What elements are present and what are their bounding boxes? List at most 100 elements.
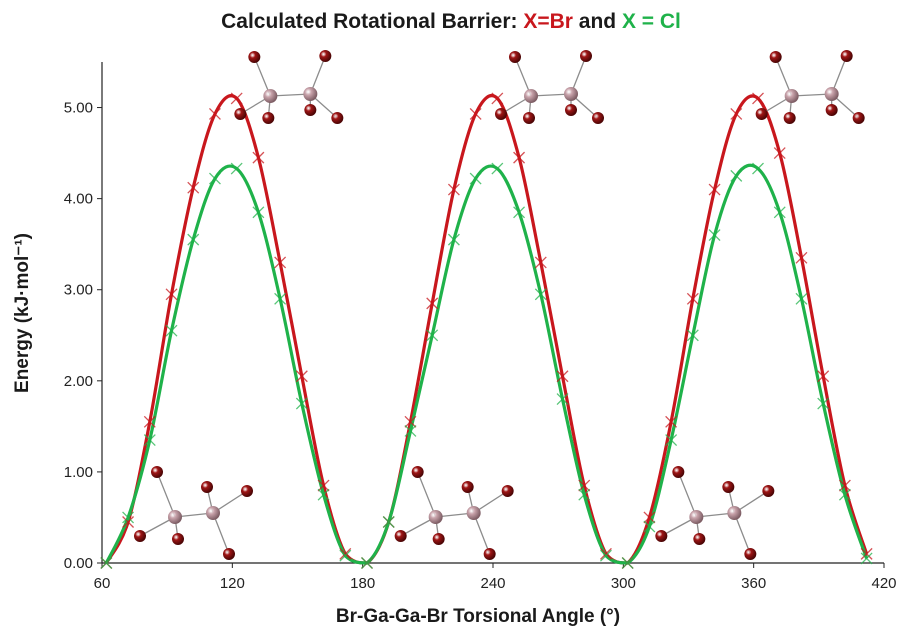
data-point-cl <box>491 162 504 175</box>
molecule-eclipsed <box>495 50 604 124</box>
data-point-br <box>230 92 243 105</box>
data-point-cl <box>599 549 612 562</box>
y-tick-label: 0.00 <box>64 555 93 572</box>
data-point-cl <box>208 172 221 185</box>
data-point-br <box>599 547 612 560</box>
molecule-staggered <box>134 466 253 560</box>
data-point-br <box>122 516 135 528</box>
data-point-cl <box>556 393 569 405</box>
title-and: and <box>572 10 622 33</box>
data-point-cl <box>447 233 460 246</box>
data-point-br <box>317 479 330 492</box>
data-point-br <box>730 107 743 120</box>
molecule-illustrations <box>134 50 865 560</box>
y-tick-label: 5.00 <box>64 100 93 117</box>
data-point-br <box>165 288 178 301</box>
data-point-cl <box>274 292 287 305</box>
data-point-br <box>295 370 308 383</box>
data-point-cl <box>122 511 135 524</box>
data-point-cl <box>143 434 156 446</box>
data-point-br <box>426 297 439 310</box>
molecule-staggered <box>394 466 514 560</box>
data-point-cl <box>513 206 526 219</box>
x-tick-label: 180 <box>350 575 375 592</box>
data-point-cl <box>838 488 851 501</box>
data-point-cl <box>469 172 482 185</box>
data-point-br <box>556 370 569 383</box>
x-tick-label: 420 <box>871 575 896 592</box>
data-point-cl <box>230 162 243 175</box>
data-point-cl <box>795 292 808 305</box>
data-point-br <box>534 256 547 269</box>
data-point-cl <box>361 557 373 569</box>
y-tick-label: 3.00 <box>64 282 93 299</box>
data-point-cl <box>252 206 265 219</box>
title-cl-label: X = Cl <box>621 10 681 33</box>
y-tick-label: 2.00 <box>64 373 93 390</box>
data-point-cl <box>686 329 699 342</box>
data-point-cl <box>295 397 308 410</box>
data-point-br <box>752 92 764 105</box>
data-point-cl <box>382 516 395 528</box>
data-point-br <box>339 547 352 560</box>
x-tick-labels: 60 120 180 240 300 360 420 <box>94 575 897 592</box>
data-point-br <box>817 370 830 383</box>
y-axis-label: Energy (kJ·mol⁻¹) <box>12 233 33 393</box>
x-axis-label: Br-Ga-Ga-Br Torsional Angle (°) <box>336 606 620 627</box>
data-point-br <box>208 107 221 120</box>
data-point-cl <box>621 557 634 569</box>
data-point-cl <box>752 162 764 175</box>
data-point-br <box>795 251 808 264</box>
data-point-br <box>143 415 156 428</box>
data-point-br <box>469 107 482 120</box>
series-group <box>104 94 869 565</box>
x-tick-label: 120 <box>220 575 245 592</box>
chart-title: Calculated Rotational Barrier: X=Br and … <box>0 10 902 34</box>
axes <box>97 62 885 568</box>
data-point-cl <box>100 557 113 569</box>
x-tick-label: 60 <box>94 575 111 592</box>
data-point-br <box>447 183 460 196</box>
marker-group <box>100 92 873 569</box>
data-point-cl <box>165 324 178 337</box>
molecule-eclipsed <box>234 50 344 124</box>
x-tick-label: 240 <box>480 575 505 592</box>
data-point-cl <box>730 169 743 182</box>
x-tick-label: 360 <box>741 575 766 592</box>
molecule-eclipsed <box>755 50 865 124</box>
title-br-label: X=Br <box>523 10 573 33</box>
data-point-br <box>274 256 287 269</box>
data-point-cl <box>708 229 721 242</box>
data-point-br <box>578 479 591 492</box>
data-point-br <box>643 511 656 524</box>
data-point-cl <box>426 329 439 342</box>
molecule-staggered <box>655 466 775 560</box>
data-point-cl <box>534 288 547 301</box>
data-point-cl <box>339 549 352 562</box>
data-point-br <box>252 151 265 164</box>
data-point-br <box>187 181 200 194</box>
data-point-cl <box>665 434 678 446</box>
y-tick-label: 4.00 <box>64 191 93 208</box>
data-point-cl <box>578 488 591 501</box>
y-tick-label: 1.00 <box>64 464 93 481</box>
data-point-br <box>773 147 786 160</box>
data-point-cl <box>817 397 830 410</box>
data-point-br <box>513 151 526 164</box>
data-point-br <box>708 183 721 196</box>
y-tick-labels: 0.00 1.00 2.00 3.00 4.00 5.00 <box>64 100 93 572</box>
data-point-br <box>404 415 417 428</box>
data-point-br <box>860 547 873 560</box>
series-line-cl <box>104 163 869 565</box>
data-point-br <box>491 92 504 105</box>
data-point-cl <box>187 233 200 246</box>
data-point-cl <box>773 206 786 219</box>
data-point-br <box>665 415 678 428</box>
data-point-br <box>686 292 699 305</box>
x-tick-label: 300 <box>611 575 636 592</box>
title-prefix: Calculated Rotational Barrier: <box>221 10 524 33</box>
data-point-br <box>838 479 851 492</box>
data-point-cl <box>404 424 417 437</box>
data-point-cl <box>860 552 873 565</box>
